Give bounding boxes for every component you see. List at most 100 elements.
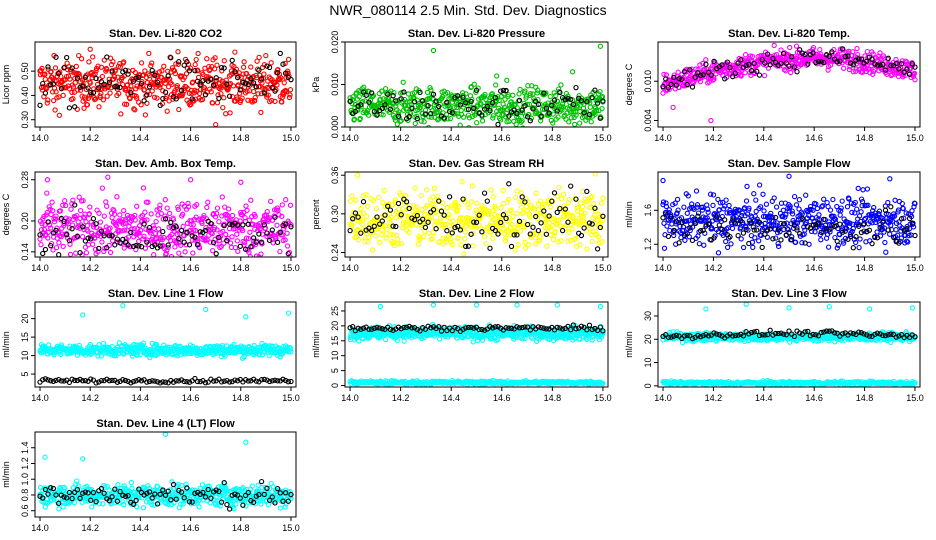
x-tick-label: 14.2 bbox=[705, 263, 723, 273]
reference-point bbox=[783, 232, 789, 239]
series-point bbox=[79, 77, 86, 83]
reference-point bbox=[514, 232, 520, 238]
reference-point bbox=[430, 207, 437, 213]
series-point bbox=[900, 205, 906, 212]
series-point bbox=[689, 224, 696, 230]
series-point bbox=[214, 100, 221, 106]
reference-point bbox=[186, 242, 193, 248]
reference-point bbox=[767, 226, 773, 232]
panel-4: Stan. Dev. Amb. Box Temp.degrees C14.0 14… bbox=[1, 158, 300, 273]
reference-point bbox=[401, 196, 407, 202]
series-point bbox=[134, 203, 140, 209]
series-point bbox=[537, 198, 544, 204]
reference-point bbox=[72, 202, 78, 208]
series-point bbox=[753, 197, 759, 203]
series-point bbox=[452, 110, 458, 117]
series-point bbox=[874, 229, 880, 235]
series-point bbox=[529, 126, 533, 127]
reference-point bbox=[202, 227, 209, 234]
series-point bbox=[116, 90, 122, 97]
series-point bbox=[839, 198, 845, 204]
outlier-point bbox=[258, 109, 264, 116]
series-point bbox=[764, 234, 771, 240]
series-point bbox=[788, 69, 794, 76]
series-point bbox=[589, 193, 595, 200]
x-tick-label: 15.0 bbox=[594, 263, 612, 273]
reference-point bbox=[562, 206, 568, 212]
reference-point bbox=[794, 69, 800, 75]
series-point bbox=[877, 50, 883, 56]
series-point bbox=[190, 222, 196, 228]
reference-point bbox=[815, 58, 822, 65]
reference-point bbox=[767, 62, 773, 68]
series-point bbox=[134, 95, 140, 101]
reference-point bbox=[406, 113, 412, 120]
series-point bbox=[803, 192, 809, 198]
series-point bbox=[403, 105, 410, 111]
series-point bbox=[576, 120, 583, 126]
series-point bbox=[209, 247, 216, 254]
y-axis: 0.300.400.50 bbox=[20, 62, 35, 128]
series-point bbox=[285, 56, 292, 63]
series-point bbox=[369, 247, 376, 253]
series-point bbox=[85, 95, 92, 101]
y-axis-label: degrees C bbox=[1, 193, 11, 235]
reference-point bbox=[762, 231, 768, 237]
reference-point bbox=[72, 104, 78, 110]
series-point bbox=[431, 185, 438, 191]
series-point bbox=[360, 193, 366, 199]
reference-point bbox=[430, 91, 437, 97]
data-points bbox=[660, 173, 918, 256]
reference-point bbox=[272, 214, 278, 220]
series-point bbox=[541, 201, 547, 208]
reference-point bbox=[463, 100, 469, 106]
series-point bbox=[211, 66, 218, 72]
reference-point bbox=[546, 110, 552, 116]
series-point bbox=[852, 199, 858, 206]
reference-point bbox=[221, 378, 227, 384]
series-point bbox=[532, 206, 538, 212]
series-point bbox=[426, 230, 432, 237]
series-point bbox=[258, 90, 265, 97]
series-point bbox=[912, 200, 918, 207]
reference-point bbox=[837, 58, 843, 64]
reference-point bbox=[178, 227, 185, 234]
series-point bbox=[592, 105, 599, 111]
series-point bbox=[838, 205, 844, 211]
series-point bbox=[703, 57, 709, 63]
reference-point bbox=[149, 378, 155, 384]
series-point bbox=[838, 208, 844, 214]
series-point bbox=[573, 235, 579, 241]
series-point bbox=[287, 92, 293, 98]
series-point bbox=[205, 199, 211, 205]
series-point bbox=[125, 234, 132, 240]
series-point bbox=[188, 221, 194, 227]
series-point bbox=[274, 82, 280, 88]
reference-point bbox=[594, 246, 601, 252]
series-point bbox=[482, 91, 488, 98]
series-point bbox=[559, 107, 565, 113]
series-point bbox=[373, 233, 379, 239]
series-point bbox=[279, 213, 285, 220]
reference-point bbox=[839, 46, 846, 52]
reference-point bbox=[398, 212, 404, 218]
reference-point bbox=[738, 218, 744, 224]
reference-point bbox=[69, 226, 75, 232]
reference-point bbox=[152, 378, 158, 384]
series-point bbox=[503, 235, 509, 241]
reference-point bbox=[285, 250, 291, 257]
series-point bbox=[796, 197, 803, 203]
reference-point bbox=[826, 227, 832, 233]
series-point bbox=[39, 65, 45, 72]
reference-point bbox=[500, 212, 507, 218]
series-point bbox=[533, 241, 539, 247]
y-axis-label: degrees C bbox=[624, 63, 634, 105]
reference-point bbox=[711, 235, 717, 241]
series-point bbox=[90, 54, 96, 60]
reference-point bbox=[358, 230, 364, 236]
series-point bbox=[859, 198, 866, 205]
series-point bbox=[492, 205, 498, 211]
reference-point bbox=[589, 94, 595, 101]
series-point bbox=[398, 192, 404, 198]
